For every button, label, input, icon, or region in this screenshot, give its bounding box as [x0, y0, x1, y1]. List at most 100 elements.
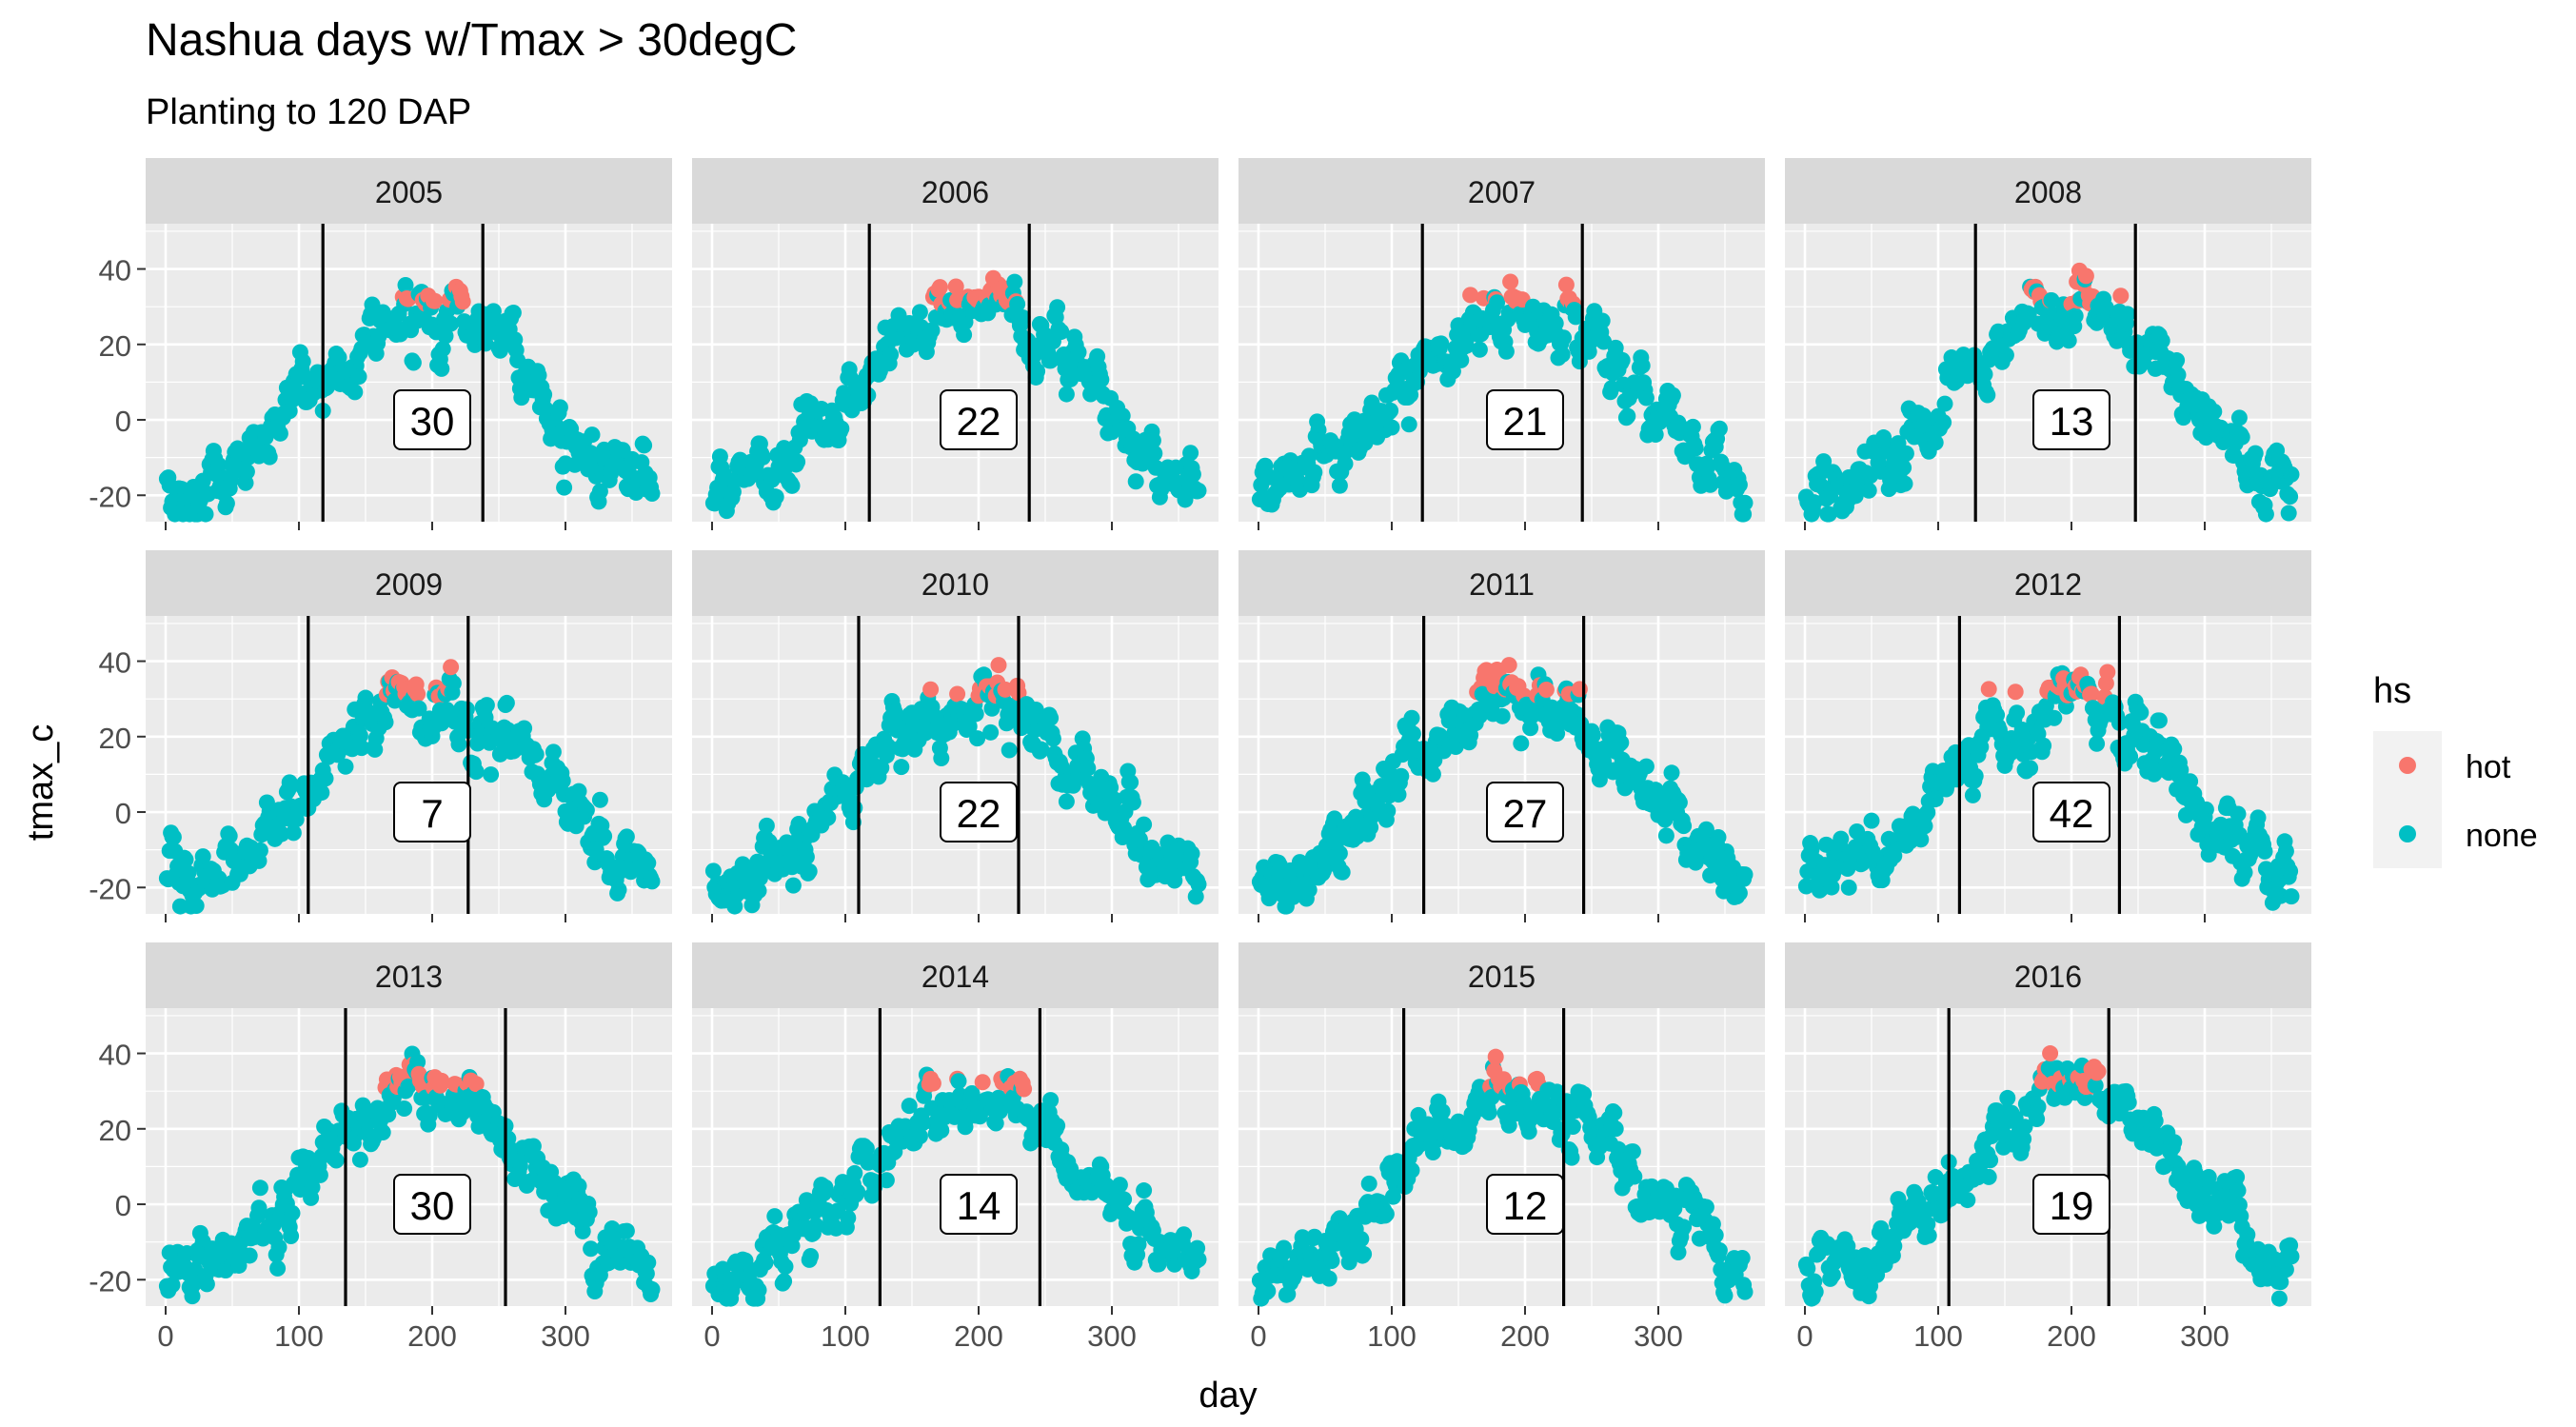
data-point-none — [1734, 1250, 1751, 1267]
data-point-none — [820, 809, 837, 826]
data-point-none — [1116, 1191, 1133, 1208]
data-point-none — [1657, 827, 1674, 844]
y-tick-label: 20 — [99, 722, 131, 755]
data-point-none — [950, 1073, 967, 1090]
data-point-none — [2256, 842, 2273, 860]
x-tick-label: 300 — [1634, 1319, 1683, 1353]
data-point-none — [880, 738, 897, 755]
data-point-none — [969, 730, 986, 747]
data-point-none — [1614, 351, 1631, 368]
facet-strip-label: 2012 — [2014, 567, 2082, 602]
y-tick-label: -20 — [89, 480, 131, 513]
legend: hs hot none — [2373, 671, 2538, 868]
data-point-hot — [1537, 681, 1555, 698]
data-point-none — [2272, 1274, 2289, 1291]
data-point-none — [1584, 726, 1601, 743]
data-point-none — [1127, 473, 1144, 490]
data-point-none — [1799, 1259, 1816, 1277]
data-point-none — [194, 848, 211, 865]
data-point-none — [357, 689, 374, 706]
data-point-none — [2119, 306, 2136, 323]
data-point-hot — [2083, 685, 2100, 703]
data-point-none — [397, 277, 414, 294]
data-point-none — [2030, 1099, 2047, 1116]
data-point-none — [1120, 1209, 1138, 1226]
data-point-none — [551, 399, 568, 416]
data-point-hot — [974, 1074, 991, 1091]
data-point-none — [1331, 477, 1348, 494]
data-point-none — [516, 720, 533, 737]
data-point-none — [223, 472, 240, 489]
data-point-none — [776, 1273, 793, 1290]
data-point-none — [1595, 333, 1613, 350]
data-point-none — [766, 1208, 783, 1225]
data-point-none — [377, 714, 394, 731]
facet-strip — [1785, 158, 2311, 224]
data-point-none — [2015, 1130, 2032, 1147]
data-point-none — [2249, 809, 2267, 826]
data-point-none — [2206, 1218, 2223, 1235]
data-point-hot — [931, 279, 948, 296]
data-point-none — [801, 862, 818, 880]
data-point-none — [704, 862, 722, 880]
data-point-none — [1337, 455, 1354, 472]
facet-strip-label: 2008 — [2014, 175, 2082, 209]
data-point-none — [198, 1276, 215, 1293]
data-point-none — [1390, 786, 1407, 803]
data-point-none — [1702, 476, 1719, 493]
data-point-none — [1964, 786, 1981, 803]
y-tick-label: -20 — [89, 872, 131, 905]
data-point-none — [1424, 765, 1441, 783]
data-point-none — [1736, 866, 1754, 883]
data-point-none — [1480, 1104, 1497, 1121]
data-point-none — [1130, 1236, 1147, 1253]
data-point-none — [1006, 273, 1023, 290]
data-point-none — [1053, 323, 1070, 340]
data-point-hot — [2112, 287, 2130, 305]
data-point-none — [1820, 505, 1837, 523]
data-point-none — [327, 1152, 345, 1169]
data-point-none — [1124, 430, 1141, 447]
data-point-none — [250, 1199, 268, 1217]
data-point-none — [1624, 1143, 1641, 1160]
data-point-hot — [1500, 657, 1517, 674]
data-point-none — [2182, 773, 2199, 790]
data-point-none — [251, 1179, 268, 1197]
data-point-none — [2230, 826, 2248, 843]
data-point-none — [1382, 402, 1399, 419]
data-point-hot — [1462, 287, 1479, 304]
data-point-none — [347, 384, 364, 401]
data-point-hot — [1016, 1080, 1033, 1098]
legend-label-none: none — [2466, 818, 2538, 854]
data-point-none — [2147, 1112, 2164, 1129]
facet-strip — [1785, 942, 2311, 1008]
facet-panel: 2011 27 — [1238, 550, 1765, 922]
data-point-none — [1554, 346, 1571, 363]
facet-panel: 2009 7 -20 0 20 40 — [89, 550, 672, 922]
data-point-none — [545, 743, 562, 761]
data-point-none — [1114, 407, 1131, 425]
data-point-hot — [1502, 273, 1519, 290]
data-point-none — [2035, 737, 2052, 754]
data-point-none — [636, 437, 653, 454]
data-point-none — [1497, 343, 1515, 360]
count-label: 14 — [957, 1183, 1001, 1228]
data-point-none — [591, 483, 608, 500]
data-point-none — [2283, 888, 2300, 905]
count-label: 19 — [2050, 1183, 2094, 1228]
x-tick-label: 300 — [2180, 1319, 2229, 1353]
data-point-none — [1500, 1117, 1517, 1134]
legend-point-hot — [2399, 757, 2416, 774]
data-point-hot — [2007, 684, 2024, 701]
data-point-none — [956, 327, 973, 344]
y-tick-label: 40 — [99, 646, 131, 680]
data-point-none — [1637, 389, 1655, 406]
y-tick-label: 20 — [99, 1114, 131, 1147]
data-point-none — [2282, 862, 2299, 880]
data-point-none — [410, 700, 427, 717]
data-point-none — [618, 1222, 635, 1239]
data-point-none — [578, 802, 595, 819]
data-point-none — [1300, 882, 1318, 899]
data-point-none — [1111, 1177, 1128, 1194]
data-point-none — [1070, 344, 1087, 361]
